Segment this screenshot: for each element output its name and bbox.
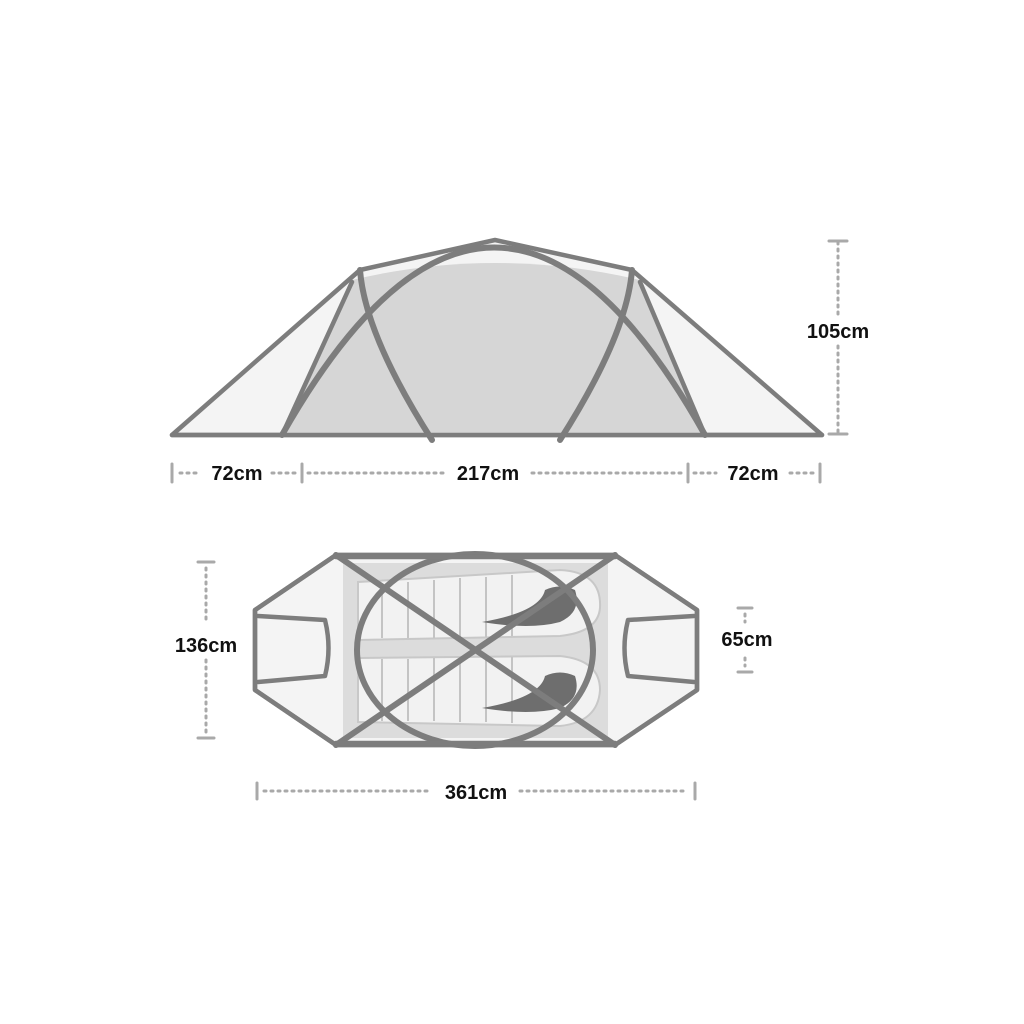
top-cross-pole-b <box>333 552 618 748</box>
side-cross-pole-left <box>357 267 435 443</box>
height-dimension: 105cm <box>807 239 869 436</box>
total-length-label: 361cm <box>445 782 507 804</box>
side-view: 105cm 72cm 217cm 72cm <box>169 237 869 485</box>
side-inner-tent <box>282 263 705 435</box>
width-label: 136cm <box>175 635 237 657</box>
top-view: 136cm 65cm 361cm <box>175 551 773 804</box>
end-width-dimension: 65cm <box>721 606 773 674</box>
side-cross-pole-right <box>557 267 635 443</box>
left-vestibule-label: 72cm <box>211 463 262 485</box>
right-vestibule-label: 72cm <box>727 463 778 485</box>
inner-length-label: 217cm <box>457 463 519 485</box>
length-dimension: 72cm 217cm 72cm <box>170 462 822 485</box>
total-length-dimension: 361cm <box>255 781 697 804</box>
right-vestibule-panel <box>622 613 697 685</box>
sleeping-pads <box>357 568 602 728</box>
side-main-pole <box>279 244 708 438</box>
width-dimension: 136cm <box>175 560 237 740</box>
left-vestibule-panel <box>255 613 331 685</box>
height-label: 105cm <box>807 321 869 343</box>
end-width-label: 65cm <box>721 629 772 651</box>
